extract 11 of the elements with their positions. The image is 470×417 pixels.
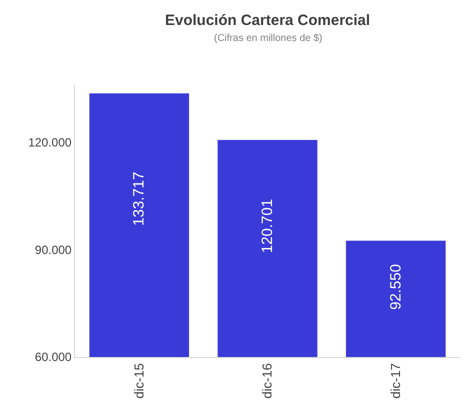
chart-subtitle: (Cifras en millones de $) (214, 33, 322, 44)
data-label: 120.701 (258, 198, 276, 254)
x-tick-label: dic-16 (260, 363, 275, 399)
data-label: 133.717 (130, 172, 148, 226)
y-tick-label: 120.000 (28, 135, 72, 150)
y-tick-label: 90.000 (34, 242, 72, 257)
y-tick-label: 60.000 (34, 350, 72, 364)
x-tick-label: dic-15 (131, 363, 146, 399)
x-tick-label: dic-17 (388, 363, 404, 399)
chart-title: Evolución Cartera Comercial (165, 12, 370, 29)
data-label: 92.550 (388, 264, 405, 310)
